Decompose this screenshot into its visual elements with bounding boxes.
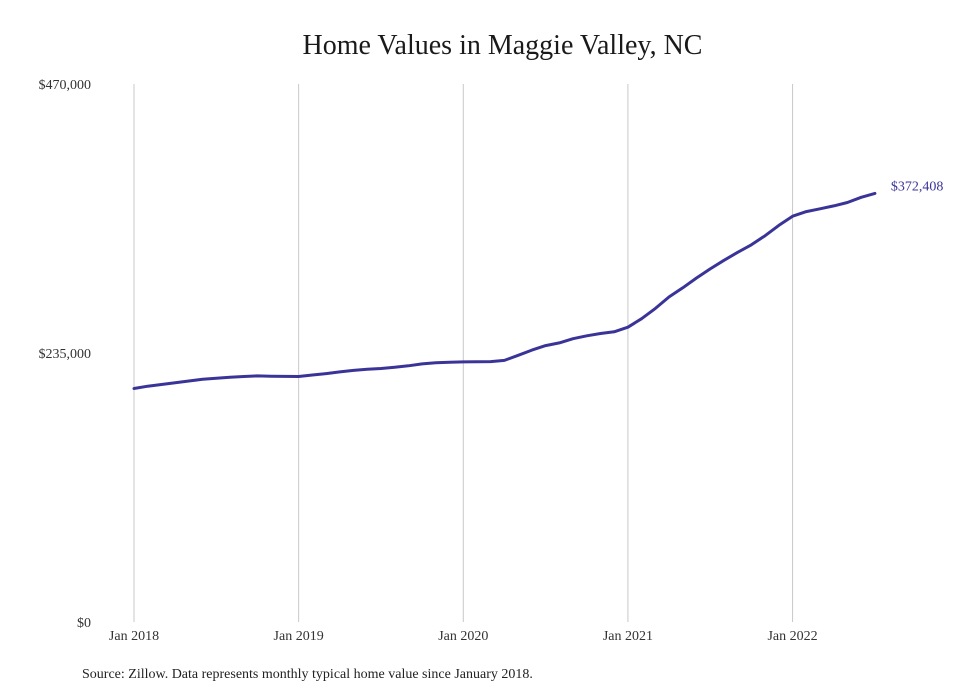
chart-title: Home Values in Maggie Valley, NC: [302, 30, 703, 61]
x-tick-label: Jan 2019: [274, 629, 324, 644]
y-tick-label: $235,000: [39, 347, 92, 362]
y-axis-tick-labels: $0 $235,000 $470,000: [39, 78, 92, 631]
y-tick-label: $0: [77, 616, 91, 631]
end-label-layer: $372,408: [891, 179, 944, 194]
series-layer: [132, 191, 877, 390]
x-tick-label: Jan 2021: [603, 629, 653, 644]
end-value-label: $372,408: [891, 179, 944, 194]
x-tick-label: Jan 2018: [109, 629, 159, 644]
x-tick-label: Jan 2020: [438, 629, 488, 644]
grid-lines: [133, 84, 794, 622]
y-tick-label: $470,000: [39, 78, 92, 93]
series-line: [132, 191, 877, 390]
x-tick-label: Jan 2022: [767, 629, 817, 644]
x-axis-tick-labels: Jan 2018 Jan 2019 Jan 2020 Jan 2021 Jan 2022: [109, 629, 818, 644]
source-note: Source: Zillow. Data represents monthly …: [82, 667, 533, 682]
